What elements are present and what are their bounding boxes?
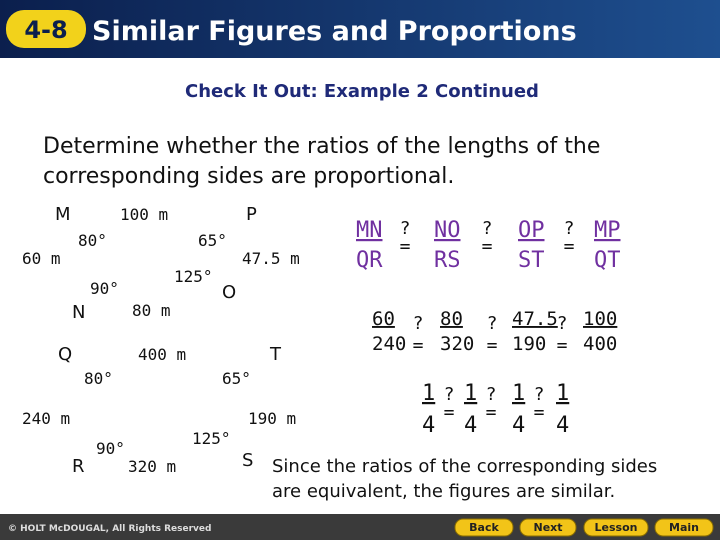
question-mark: ? xyxy=(486,384,497,405)
numerator: MP xyxy=(594,218,621,243)
copyright: © HOLT McDOUGAL, All Rights Reserved xyxy=(8,524,211,534)
side-label: 60 m xyxy=(22,249,61,268)
numerator: MN xyxy=(356,218,383,243)
denominator: 240 xyxy=(372,333,406,355)
numerator: 1 xyxy=(422,381,435,406)
question-mark: ? xyxy=(557,313,568,334)
equals-sign: = xyxy=(400,236,411,257)
prompt-line: Determine whether the ratios of the leng… xyxy=(43,134,600,159)
equals-sign: = xyxy=(534,402,545,423)
question-mark: ? xyxy=(444,384,455,405)
numerator: 1 xyxy=(512,381,525,406)
vertex: Q xyxy=(58,344,72,365)
question-mark: ? xyxy=(413,313,424,334)
prompt-line: corresponding sides are proportional. xyxy=(43,164,454,189)
angle-label: 80° xyxy=(84,369,113,388)
vertex: N xyxy=(72,302,85,323)
denominator: 400 xyxy=(583,333,617,355)
conclusion-line: Since the ratios of the corresponding si… xyxy=(272,456,657,477)
angle-label: 125° xyxy=(192,429,231,448)
vertex: O xyxy=(222,282,236,303)
side-label: 100 m xyxy=(120,205,168,224)
numerator: 47.5 xyxy=(512,308,558,330)
equals-sign: = xyxy=(482,236,493,257)
numerator: 60 xyxy=(372,308,395,330)
side-label: 80 m xyxy=(132,301,171,320)
nav-button[interactable] xyxy=(454,518,514,537)
question-mark: ? xyxy=(534,384,545,405)
nav-button[interactable] xyxy=(519,518,577,537)
vertex: M xyxy=(55,204,71,225)
side-label: 240 m xyxy=(22,409,70,428)
denominator: 190 xyxy=(512,333,546,355)
angle-label: 90° xyxy=(96,439,125,458)
denominator: 4 xyxy=(422,413,435,438)
vertex: R xyxy=(72,456,85,477)
header-bar xyxy=(0,0,720,58)
numerator: 100 xyxy=(583,308,617,330)
nav-button-label[interactable]: Main xyxy=(669,521,699,534)
angle-label: 90° xyxy=(90,279,119,298)
equals-sign: = xyxy=(413,335,424,356)
question-mark: ? xyxy=(400,218,411,239)
side-label: 190 m xyxy=(248,409,296,428)
nav-buttons: Back Next Lesson Main xyxy=(454,518,714,537)
denominator: 320 xyxy=(440,333,474,355)
badge xyxy=(6,10,86,48)
nav-button-label[interactable]: Back xyxy=(469,521,499,534)
denominator: QT xyxy=(594,248,621,273)
vertex: S xyxy=(242,450,253,471)
denominator: RS xyxy=(434,248,461,273)
angle-label: 65° xyxy=(198,231,227,250)
angle-label: 65° xyxy=(222,369,251,388)
side-label: 320 m xyxy=(128,457,176,476)
equals-sign: = xyxy=(564,236,575,257)
denominator: 4 xyxy=(556,413,569,438)
denominator: QR xyxy=(356,248,383,273)
denominator: ST xyxy=(518,248,545,273)
side-label: 47.5 m xyxy=(242,249,300,268)
question-mark: ? xyxy=(564,218,575,239)
nav-button-label[interactable]: Lesson xyxy=(595,521,638,534)
equals-sign: = xyxy=(486,402,497,423)
nav-button[interactable] xyxy=(654,518,714,537)
conclusion-line: are equivalent, the figures are similar. xyxy=(272,481,615,502)
denominator: 4 xyxy=(464,413,477,438)
numerator: 1 xyxy=(464,381,477,406)
subtitle: Check It Out: Example 2 Continued xyxy=(185,81,539,102)
equals-sign: = xyxy=(487,335,498,356)
nav-button[interactable] xyxy=(583,518,649,537)
badge-text: 4-8 xyxy=(24,16,67,44)
side-label: 400 m xyxy=(138,345,186,364)
title: Similar Figures and Proportions xyxy=(92,16,577,47)
numerator: 1 xyxy=(556,381,569,406)
vertex: P xyxy=(246,204,257,225)
angle-label: 80° xyxy=(78,231,107,250)
numerator: NO xyxy=(434,218,461,243)
nav-button-label[interactable]: Next xyxy=(533,521,562,534)
vertex: T xyxy=(269,344,282,365)
equals-sign: = xyxy=(557,335,568,356)
angle-label: 125° xyxy=(174,267,213,286)
numerator: OP xyxy=(518,218,545,243)
question-mark: ? xyxy=(482,218,493,239)
denominator: 4 xyxy=(512,413,525,438)
numerator: 80 xyxy=(440,308,463,330)
equals-sign: = xyxy=(444,402,455,423)
ratios: MNQRNORSOPSTMPQT?=?=?=602408032047.51901… xyxy=(356,218,621,438)
question-mark: ? xyxy=(487,313,498,334)
